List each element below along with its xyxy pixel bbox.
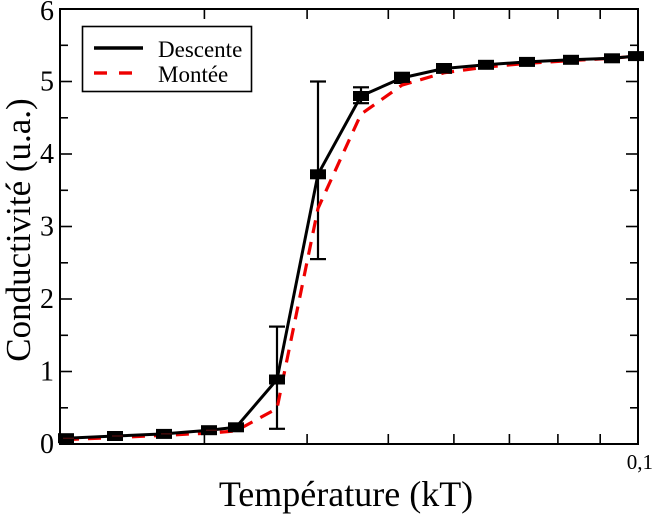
svg-text:0,1: 0,1 bbox=[627, 450, 653, 474]
svg-text:6: 6 bbox=[40, 0, 54, 27]
svg-text:3: 3 bbox=[40, 212, 54, 243]
svg-text:Montée: Montée bbox=[158, 62, 228, 87]
svg-text:2: 2 bbox=[40, 284, 54, 315]
svg-text:4: 4 bbox=[40, 139, 54, 170]
svg-text:1: 1 bbox=[40, 357, 54, 388]
svg-text:Descente: Descente bbox=[158, 37, 242, 62]
svg-text:Température (kT): Température (kT) bbox=[219, 474, 473, 514]
svg-text:5: 5 bbox=[40, 67, 54, 98]
svg-text:Conductivité (u.a.): Conductivité (u.a.) bbox=[0, 98, 38, 361]
svg-text:0: 0 bbox=[40, 429, 54, 460]
